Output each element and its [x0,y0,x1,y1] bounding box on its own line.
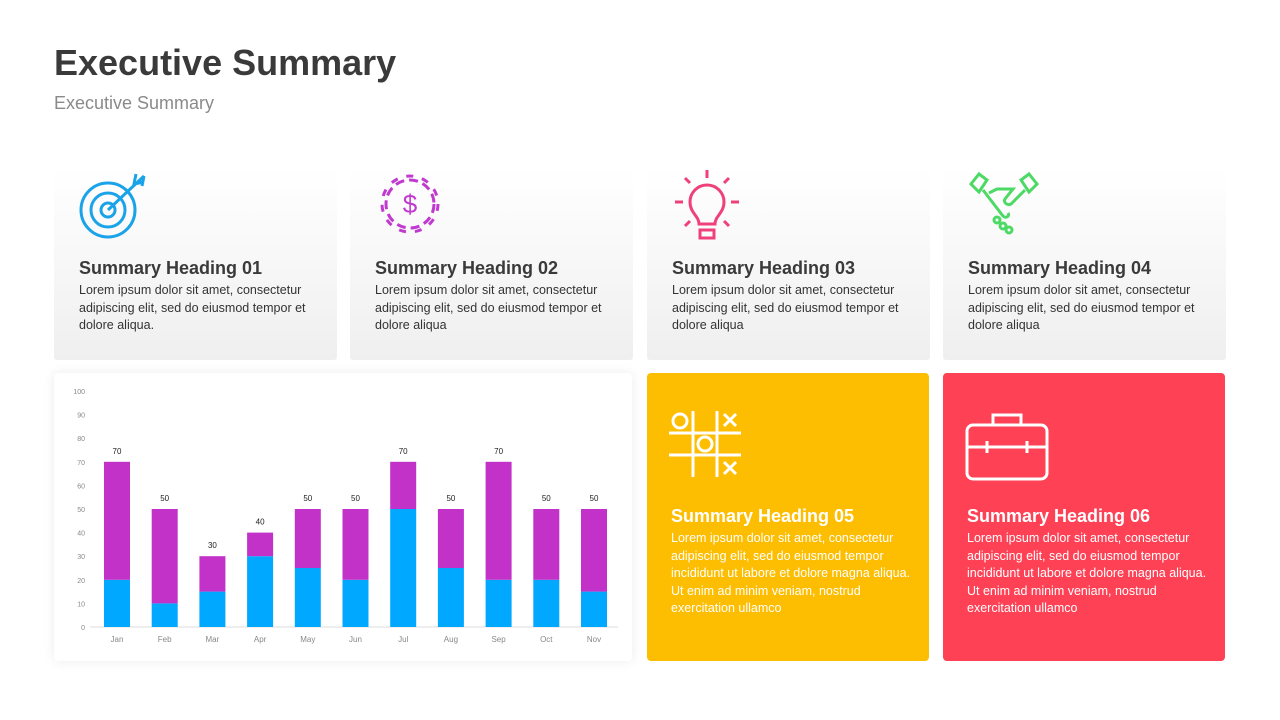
bar-segment-1 [437,568,464,627]
bar-segment-1 [199,591,226,627]
card-heading: Summary Heading 06 [967,506,1151,526]
x-tick-label: Aug [444,635,458,644]
y-tick-label: 0 [81,625,85,632]
bar-segment-1 [533,579,560,627]
bar-segment-2 [437,509,464,568]
summary-card-05: Summary Heading 05 Lorem ipsum dolor sit… [647,373,929,661]
gear-dollar-icon: $ [380,174,440,234]
x-tick-label: Mar [206,635,220,644]
summary-card-03: Summary Heading 03 Lorem ipsum dolor sit… [647,168,930,360]
data-label: 50 [160,494,169,503]
chart-svg: 0 10 20 30 40 50 60 70 80 90 100 70 Jan 50 Feb 30 Mar 40 A… [73,389,618,644]
page-subtitle: Executive Summary [54,93,215,113]
x-tick-label: Apr [254,635,267,644]
x-tick-label: Nov [587,635,601,644]
data-label: 50 [351,494,360,503]
y-tick-label: 80 [77,436,85,443]
bar-segment-2 [199,556,226,592]
bar-segment-1 [151,603,178,627]
bar-segment-2 [533,509,560,580]
summary-card-01: Summary Heading 01 Lorem ipsum dolor sit… [54,168,337,360]
target-icon [79,173,146,239]
card-heading: Summary Heading 04 [968,258,1152,278]
lightbulb-icon [675,170,739,240]
bar-segment-2 [294,509,321,568]
y-tick-label: 30 [77,554,85,561]
x-tick-label: Feb [158,635,172,644]
bar-segment-2 [581,509,607,592]
summary-card-02: $ Summary Heading 02 Lorem ipsum dolor s… [350,168,633,360]
tic-tac-toe-icon [669,411,741,477]
data-label: 70 [399,447,408,456]
data-label: 70 [113,447,122,456]
card-heading: Summary Heading 03 [672,258,856,278]
card-text: Lorem ipsum dolor sit amet, consectetur … [968,283,1195,332]
page-title: Executive Summary [54,42,397,83]
y-tick-label: 70 [77,460,85,467]
bar-segment-1 [342,579,369,627]
briefcase-icon [965,413,1049,481]
bar-segment-2 [247,532,274,557]
bar-segment-2 [342,509,369,580]
bar-segment-1 [247,556,274,627]
x-tick-label: May [300,635,315,644]
x-tick-label: Oct [540,635,553,644]
summary-card-06: Summary Heading 06 Lorem ipsum dolor sit… [943,373,1225,661]
bar-segment-2 [151,509,178,604]
card-text: Lorem ipsum dolor sit amet, consectetur … [967,531,1207,615]
data-label: 50 [542,494,551,503]
y-tick-label: 10 [77,601,85,608]
card-text: Lorem ipsum dolor sit amet, consectetur … [79,283,306,332]
data-label: 50 [303,494,312,503]
data-label: 50 [590,494,599,503]
y-tick-label: 50 [77,507,85,514]
handshake-icon [968,171,1040,235]
card-heading: Summary Heading 02 [375,258,559,278]
y-tick-label: 40 [77,531,85,538]
bar-segment-1 [294,568,321,627]
card-text: Lorem ipsum dolor sit amet, consectetur … [672,283,899,332]
bar-segment-1 [581,591,607,627]
card-heading: Summary Heading 05 [671,506,855,526]
y-tick-label: 90 [77,413,85,420]
bar-segment-2 [104,461,130,580]
data-label: 30 [208,541,217,550]
data-label: 40 [256,518,265,527]
bar-segment-1 [485,579,512,627]
data-label: 70 [494,447,503,456]
data-label: 50 [446,494,455,503]
x-tick-label: Sep [491,635,506,644]
summary-card-04: Summary Heading 04 Lorem ipsum dolor sit… [943,168,1226,360]
y-tick-label: 20 [77,578,85,585]
svg-text:$: $ [403,189,418,219]
stacked-bar-chart: 0 10 20 30 40 50 60 70 80 90 100 70 Jan 50 Feb 30 Mar 40 A… [54,373,632,661]
bar-segment-2 [390,461,417,509]
card-heading: Summary Heading 01 [79,258,263,278]
card-text: Lorem ipsum dolor sit amet, consectetur … [375,283,602,332]
x-tick-label: Jun [349,635,362,644]
bar-segment-1 [390,509,417,627]
x-tick-label: Jan [111,635,124,644]
card-text: Lorem ipsum dolor sit amet, consectetur … [671,531,911,615]
x-tick-label: Jul [398,635,408,644]
bar-segment-1 [104,579,130,627]
y-tick-label: 60 [77,483,85,490]
y-tick-label: 100 [73,389,85,396]
bar-segment-2 [485,461,512,580]
